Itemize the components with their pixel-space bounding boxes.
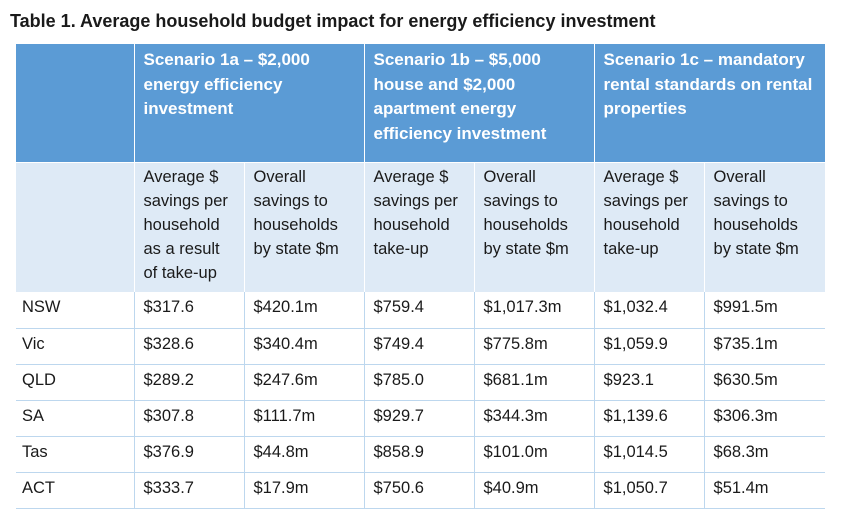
table-cell: $759.4 bbox=[364, 292, 475, 329]
table-cell: $68.3m bbox=[704, 436, 826, 473]
table-row: Vic $328.6 $340.4m $749.4 $775.8m $1,059… bbox=[16, 328, 826, 365]
table-cell: $858.9 bbox=[364, 436, 475, 473]
state-cell: SA bbox=[16, 400, 135, 437]
state-cell: NSW bbox=[16, 292, 135, 329]
budget-impact-table: Scenario 1a – $2,000 energy efficiency i… bbox=[16, 44, 826, 509]
scenario-1c-header: Scenario 1c – mandatory rental standards… bbox=[594, 44, 826, 162]
table-cell: $991.5m bbox=[704, 292, 826, 329]
table-row: NSW $317.6 $420.1m $759.4 $1,017.3m $1,0… bbox=[16, 292, 826, 329]
table-cell: $306.3m bbox=[704, 400, 826, 437]
table-cell: $1,032.4 bbox=[594, 292, 705, 329]
state-cell: ACT bbox=[16, 472, 135, 509]
table-cell: $111.7m bbox=[244, 400, 365, 437]
state-header-cell bbox=[16, 161, 135, 292]
corner-cell bbox=[16, 44, 135, 162]
table-cell: $317.6 bbox=[134, 292, 245, 329]
table-cell: $630.5m bbox=[704, 364, 826, 401]
table-cell: $749.4 bbox=[364, 328, 475, 365]
table-cell: $1,059.9 bbox=[594, 328, 705, 365]
scenario-1b-header: Scenario 1b – $5,000 house and $2,000 ap… bbox=[364, 44, 595, 162]
column-header-row: Average $ savings per household as a res… bbox=[16, 161, 826, 292]
table-caption: Table 1. Average household budget impact… bbox=[10, 11, 656, 31]
column-header: Overall savings to households by state $… bbox=[474, 161, 595, 292]
column-header: Average $ savings per household as a res… bbox=[134, 161, 245, 292]
table-cell: $750.6 bbox=[364, 472, 475, 509]
table-cell: $44.8m bbox=[244, 436, 365, 473]
state-cell: Tas bbox=[16, 436, 135, 473]
table-cell: $101.0m bbox=[474, 436, 595, 473]
table-cell: $340.4m bbox=[244, 328, 365, 365]
table-cell: $307.8 bbox=[134, 400, 245, 437]
table-cell: $333.7 bbox=[134, 472, 245, 509]
table-row: QLD $289.2 $247.6m $785.0 $681.1m $923.1… bbox=[16, 364, 826, 401]
table-cell: $40.9m bbox=[474, 472, 595, 509]
table-cell: $1,014.5 bbox=[594, 436, 705, 473]
table-cell: $681.1m bbox=[474, 364, 595, 401]
table-cell: $328.6 bbox=[134, 328, 245, 365]
table-cell: $376.9 bbox=[134, 436, 245, 473]
table-cell: $929.7 bbox=[364, 400, 475, 437]
column-header: Average $ savings per household take-up bbox=[364, 161, 475, 292]
table-cell: $1,017.3m bbox=[474, 292, 595, 329]
table-cell: $17.9m bbox=[244, 472, 365, 509]
table-cell: $923.1 bbox=[594, 364, 705, 401]
state-cell: QLD bbox=[16, 364, 135, 401]
scenario-header-row: Scenario 1a – $2,000 energy efficiency i… bbox=[16, 44, 826, 162]
table-cell: $344.3m bbox=[474, 400, 595, 437]
table-cell: $785.0 bbox=[364, 364, 475, 401]
table-row: ACT $333.7 $17.9m $750.6 $40.9m $1,050.7… bbox=[16, 472, 826, 509]
column-header: Average $ savings per household take-up bbox=[594, 161, 705, 292]
scenario-1a-header: Scenario 1a – $2,000 energy efficiency i… bbox=[134, 44, 365, 162]
table-cell: $420.1m bbox=[244, 292, 365, 329]
table-cell: $1,050.7 bbox=[594, 472, 705, 509]
table-cell: $247.6m bbox=[244, 364, 365, 401]
table-cell: $51.4m bbox=[704, 472, 826, 509]
table-row: SA $307.8 $111.7m $929.7 $344.3m $1,139.… bbox=[16, 400, 826, 437]
column-header: Overall savings to households by state $… bbox=[244, 161, 365, 292]
column-header: Overall savings to households by state $… bbox=[704, 161, 826, 292]
state-cell: Vic bbox=[16, 328, 135, 365]
table-cell: $289.2 bbox=[134, 364, 245, 401]
table-cell: $735.1m bbox=[704, 328, 826, 365]
table-cell: $775.8m bbox=[474, 328, 595, 365]
table-cell: $1,139.6 bbox=[594, 400, 705, 437]
table-row: Tas $376.9 $44.8m $858.9 $101.0m $1,014.… bbox=[16, 436, 826, 473]
